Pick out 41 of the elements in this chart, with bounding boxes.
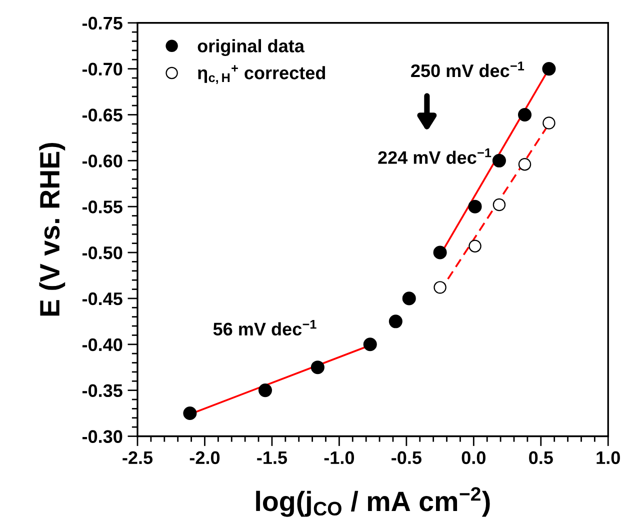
- y-tick-label: -0.40: [82, 338, 122, 352]
- point: [434, 281, 446, 294]
- point: [363, 338, 377, 352]
- y-axis-title: E (V vs. RHE): [39, 142, 66, 316]
- x-tick-label: -2.5: [122, 451, 153, 464]
- point: [310, 360, 324, 374]
- y-tick-label: -0.60: [82, 154, 122, 168]
- x-tick-label: 1.0: [596, 451, 620, 464]
- x-tick-label: 0.0: [462, 451, 486, 464]
- x-tick-label: -1.0: [324, 451, 354, 464]
- point: [542, 116, 556, 130]
- y-tick-label: -0.65: [82, 108, 122, 122]
- legend-label: η$_{c,H}$$^{+}$ corrected: [198, 65, 326, 84]
- point: [492, 154, 506, 168]
- y-tick-label: -0.50: [82, 246, 122, 260]
- point: [468, 200, 482, 214]
- y-tick-label: -0.45: [82, 292, 122, 306]
- x-tick-label: -2.0: [190, 451, 220, 464]
- x-tick-label: -1.5: [257, 451, 288, 464]
- y-tick-label: -0.35: [82, 384, 122, 398]
- y-tick-label: -0.75: [82, 16, 122, 30]
- legend-label: original data: [198, 39, 305, 56]
- point: [518, 108, 532, 122]
- point: [402, 292, 416, 306]
- point: [492, 198, 506, 212]
- x-tick-label: 0.5: [529, 451, 553, 464]
- x-axis-title: log(j$_{CO}$ / mA cm$^{−2}$): [256, 487, 490, 517]
- annotation: 224 mV dec$^{−1}$: [378, 148, 492, 164]
- point: [388, 314, 402, 328]
- point: [542, 62, 556, 76]
- x-tick-label: -0.5: [392, 451, 422, 464]
- point: [183, 406, 197, 420]
- point: [433, 246, 447, 260]
- point: [518, 158, 532, 171]
- y-tick-label: -0.55: [82, 200, 122, 214]
- y-tick-label: -0.70: [82, 62, 122, 76]
- point: [468, 240, 482, 252]
- annotation: 250 mV dec$^{−1}$: [411, 62, 524, 78]
- y-tick-label: -0.30: [82, 430, 122, 443]
- point: [258, 384, 272, 398]
- annotation: 56 mV dec$^{−1}$: [213, 320, 316, 336]
